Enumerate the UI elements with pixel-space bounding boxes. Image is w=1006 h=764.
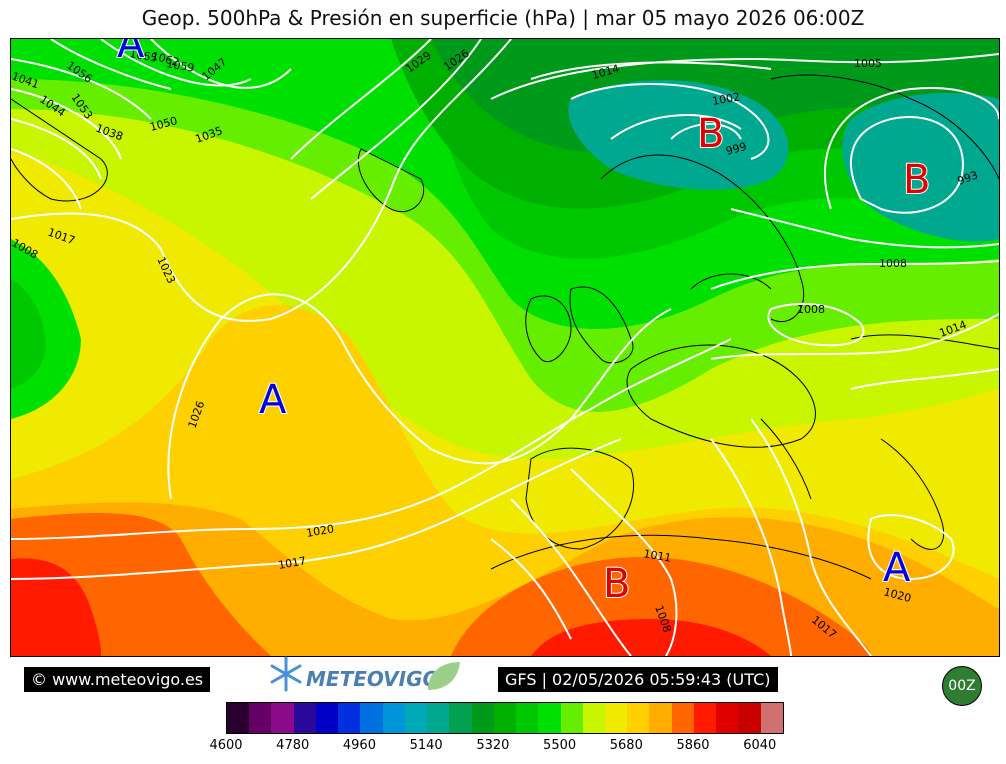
colorbar-tick-label: 5860 (676, 738, 710, 753)
colorbar-swatch (382, 703, 405, 733)
isobar-label: 1011 (642, 547, 672, 565)
band-west-green2 (11, 279, 46, 389)
colorbar-tick-label: 5500 (543, 738, 577, 753)
colorbar-swatch (649, 703, 672, 733)
high-pressure-marker: A (883, 545, 911, 591)
low-pressure-marker: B (697, 111, 724, 157)
colorbar-tick-label: 5140 (409, 738, 443, 753)
logo-wordmark: METEOVIGO (306, 667, 440, 691)
colorbar-tick-label: 4960 (342, 738, 376, 753)
isobars (11, 39, 999, 656)
colorbar-swatch (693, 703, 717, 733)
colorbar-swatch (604, 703, 628, 733)
colorbar-tick-label: 5680 (609, 738, 643, 753)
isobar-label: 999 (724, 140, 748, 158)
map-title: Geop. 500hPa & Presión en superficie (hP… (141, 6, 865, 30)
colorbar-swatch (315, 703, 339, 733)
colorbar-swatch (760, 703, 783, 733)
colorbar-swatch (582, 703, 605, 733)
colorbar-swatch (560, 703, 583, 733)
model-cycle-badge: 00Z (942, 666, 982, 706)
meteovigo-logo: METEOVIGO (270, 656, 460, 692)
colorbar-swatch (427, 703, 450, 733)
leaf-icon (428, 662, 460, 690)
low-pressure-marker: B (903, 157, 930, 203)
isobar-label: 1005 (854, 57, 882, 70)
colorbar-tick-label: 4600 (209, 738, 243, 753)
colorbar-ticks: 4600 4780 4960 5140 5320 5500 5680 5860 6040 (209, 738, 782, 754)
band-00a890-east (842, 93, 999, 242)
colorbar-swatch (538, 703, 561, 733)
colorbar-swatch (227, 703, 250, 733)
copyright-badge: © www.meteovigo.es (24, 667, 211, 692)
isobar-label: 1002 (711, 90, 741, 108)
coastlines (11, 74, 999, 580)
colorbar-swatch (360, 703, 383, 733)
colorbar-swatch (738, 703, 761, 733)
isobar-label: 1017 (11, 38, 39, 42)
colorbar-swatch (516, 703, 539, 733)
band-ff6600-africa (451, 557, 871, 656)
colorbar-swatch (471, 703, 494, 733)
isobar-label: 1017 (277, 554, 307, 572)
colorbar-tick-label: 4780 (276, 738, 310, 753)
colorbar-swatch (627, 703, 650, 733)
snowflake-icon (270, 656, 302, 692)
geopotential-colorbar (226, 702, 784, 734)
colorbar-swatch (404, 703, 428, 733)
colorbar-swatch (249, 703, 272, 733)
isobar-label: 1065 (128, 47, 158, 65)
colorbar-swatch (671, 703, 694, 733)
weather-map: 1065 1062 1059 1056 1053 1050 1047 1044 … (10, 38, 1000, 657)
colorbar-tick-label: 5320 (476, 738, 510, 753)
colorbar-swatch (716, 703, 739, 733)
low-pressure-marker: B (603, 561, 630, 607)
isobar-label: 1020 (305, 522, 335, 540)
pressure-centers: A B B B A A (116, 38, 931, 608)
model-run-badge: GFS | 02/05/2026 05:59:43 (UTC) (498, 667, 778, 692)
colorbar-tick-label: 6040 (743, 738, 777, 753)
colorbar-swatch (493, 703, 517, 733)
band-ff1a00-africa (531, 619, 771, 656)
high-pressure-marker: A (259, 377, 287, 423)
colorbar-swatch (271, 703, 294, 733)
isobar-label: 1008 (797, 303, 825, 316)
colorbar-swatch (293, 703, 316, 733)
isobar-label: 1059 (165, 57, 195, 75)
isobar-label: 1008 (879, 257, 907, 270)
colorbar-swatch (449, 703, 472, 733)
colorbar-swatch (338, 703, 361, 733)
band-ff1a00 (11, 558, 101, 656)
high-pressure-marker: A (117, 38, 145, 67)
